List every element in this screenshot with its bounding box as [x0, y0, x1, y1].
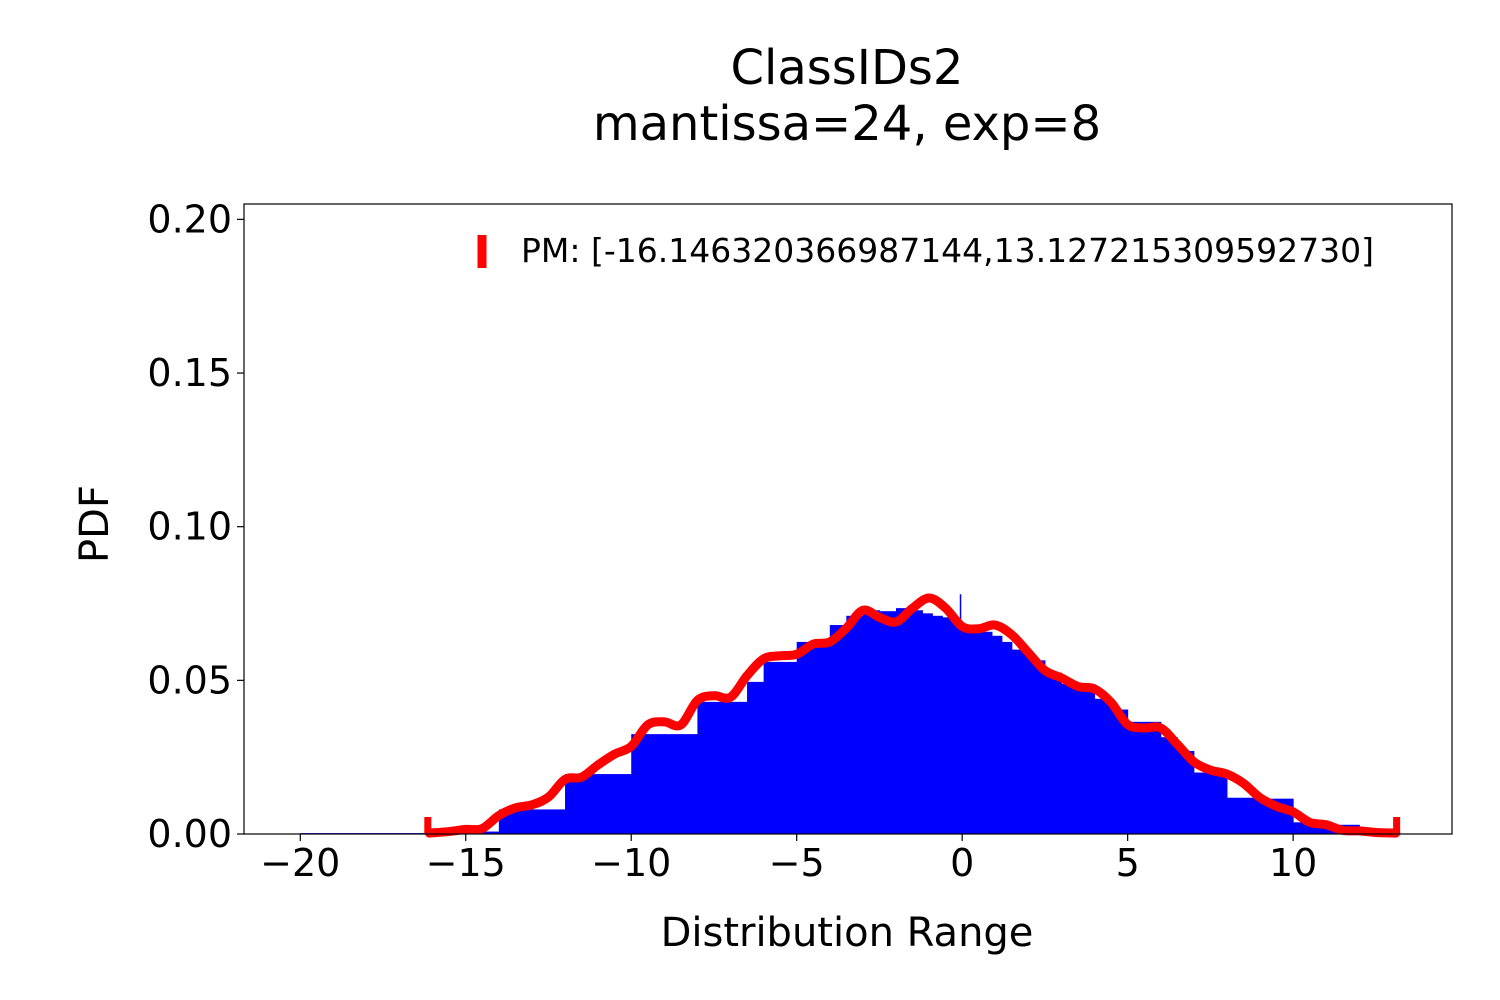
x-tick-label: 10: [1269, 841, 1317, 885]
histogram-bar: [763, 661, 798, 834]
histogram-bar: [1028, 660, 1046, 834]
histogram-bar: [972, 630, 983, 834]
x-tick-label: −20: [260, 841, 340, 885]
y-tick-label: 0.00: [147, 812, 232, 856]
histogram-bar: [829, 625, 847, 834]
histogram-bar: [730, 701, 748, 834]
plot-area-frame: [243, 203, 1453, 835]
histogram-bar: [1127, 721, 1162, 834]
chart-title: ClassIDs2: [731, 40, 964, 96]
histogram-bar: [1044, 672, 1062, 834]
histogram-bar: [531, 809, 566, 834]
kde-curve: [424, 593, 1401, 838]
histogram-bar: [697, 701, 732, 834]
y-axis-label: PDF: [72, 485, 118, 563]
histogram-bar: [942, 617, 953, 834]
x-tick-label: −5: [769, 841, 825, 885]
x-tick-label: −15: [426, 841, 506, 885]
y-axis-ticks: 0.00 0.05 0.10 0.15 0.20: [147, 197, 244, 856]
histogram-bar: [647, 734, 698, 834]
x-tick-label: 0: [950, 841, 974, 885]
legend-label: PM: [-16.146320366987144,13.127215309592…: [521, 231, 1374, 270]
chart-subtitle: mantissa=24, exp=8: [593, 96, 1101, 152]
histogram-bar: [631, 734, 649, 834]
legend: PM: [-16.146320366987144,13.127215309592…: [477, 231, 1374, 270]
histogram-bar: [932, 615, 943, 834]
y-tick-label: 0.20: [147, 197, 232, 241]
x-tick-label: −10: [591, 841, 671, 885]
histogram-bar: [1293, 822, 1311, 834]
histogram-bars: [300, 594, 1393, 834]
pm-markers: [424, 817, 1401, 834]
histogram-bar: [1094, 698, 1112, 834]
histogram-bar: [598, 774, 632, 834]
histogram-bar: [747, 681, 765, 834]
histogram-bar: [1111, 709, 1129, 834]
kde-line: [424, 593, 1401, 838]
x-axis-label: Distribution Range: [661, 910, 1034, 956]
histogram-bar: [1011, 649, 1029, 834]
histogram-bar: [813, 641, 831, 834]
histogram-bar: [1193, 772, 1228, 834]
histogram-bar: [1001, 641, 1013, 834]
histogram-bar: [991, 635, 1003, 834]
histogram-bar: [1177, 751, 1195, 834]
histogram-bar: [1309, 823, 1327, 834]
histogram-bar: [565, 774, 599, 834]
histogram-bar: [922, 613, 933, 834]
histogram-bar: [862, 610, 880, 834]
y-tick-label: 0.15: [147, 351, 232, 395]
histogram-bar: [796, 641, 814, 834]
histogram-bar: [962, 628, 973, 834]
histogram-bar: [1078, 690, 1096, 834]
histogram-bar: [1160, 737, 1178, 834]
histogram-bar: [1226, 797, 1261, 834]
x-axis-ticks: −20 −15 −10 −5 0 5 10: [260, 834, 1317, 885]
y-tick-label: 0.10: [147, 505, 232, 549]
histogram-bar: [846, 615, 864, 834]
histogram-bar: [1061, 684, 1079, 834]
histogram-bar: [895, 608, 914, 834]
histogram-bar: [879, 611, 897, 834]
y-tick-label: 0.05: [147, 658, 232, 702]
histogram-bar: [982, 631, 993, 834]
histogram-bar: [912, 610, 923, 834]
histogram-bar: [952, 621, 963, 834]
x-tick-label: 5: [1116, 841, 1140, 885]
